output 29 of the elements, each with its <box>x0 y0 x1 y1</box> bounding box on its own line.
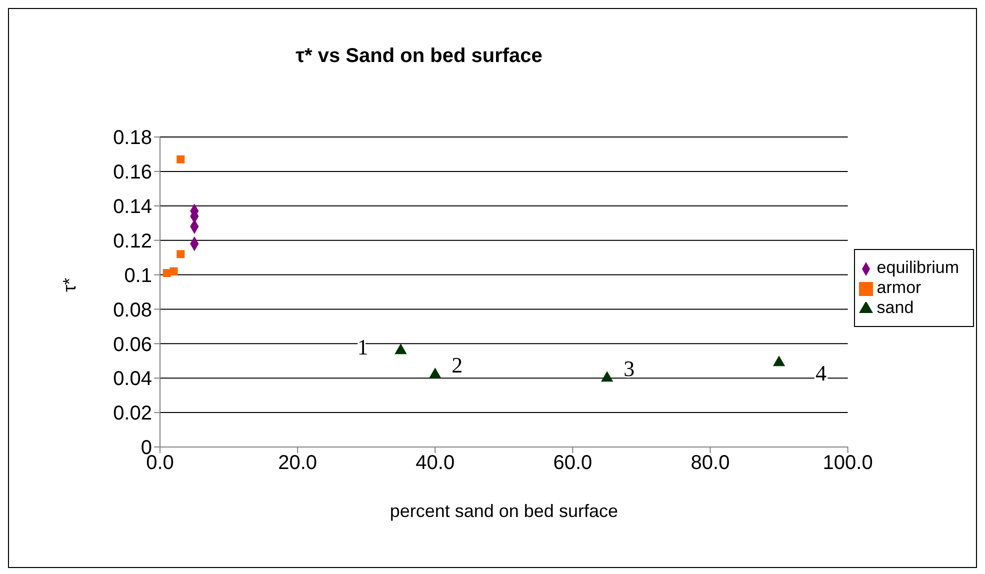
y-tick-label: 0.14 <box>113 196 152 218</box>
legend-label: armor <box>876 278 922 297</box>
point <box>429 368 442 378</box>
y-tick-label: 0.1 <box>124 264 152 287</box>
y-tick-label: 0.02 <box>113 402 152 425</box>
annotation: 2 <box>452 352 463 378</box>
y-tick-label: 0.18 <box>113 127 152 150</box>
y-tick-label: 0.16 <box>113 162 152 184</box>
x-tick-label: 40.0 <box>416 452 455 474</box>
x-tick-label: 60.0 <box>553 452 592 474</box>
point <box>394 344 407 354</box>
x-axis-title: percent sand on bed surface <box>390 501 618 521</box>
point <box>772 356 786 366</box>
y-tick-label: 0.08 <box>113 299 152 322</box>
point <box>176 155 185 164</box>
point <box>162 269 171 278</box>
y-tick-label: 0.12 <box>113 230 152 252</box>
y-tick-label: 0.06 <box>113 334 152 356</box>
y-tick-label: 0.04 <box>113 368 152 390</box>
point <box>600 371 614 382</box>
x-tick-label: 80.0 <box>690 452 730 474</box>
y-axis-title: τ* <box>59 278 80 292</box>
x-tick-label: 20.0 <box>278 452 318 474</box>
legend-label: sand <box>876 298 914 317</box>
x-tick-label: 100.0 <box>822 452 873 474</box>
legend-label: equilibrium <box>876 258 959 277</box>
annotation: 3 <box>624 356 635 382</box>
chart-title: τ* vs Sand on bed surface <box>294 45 544 68</box>
point <box>176 250 185 258</box>
